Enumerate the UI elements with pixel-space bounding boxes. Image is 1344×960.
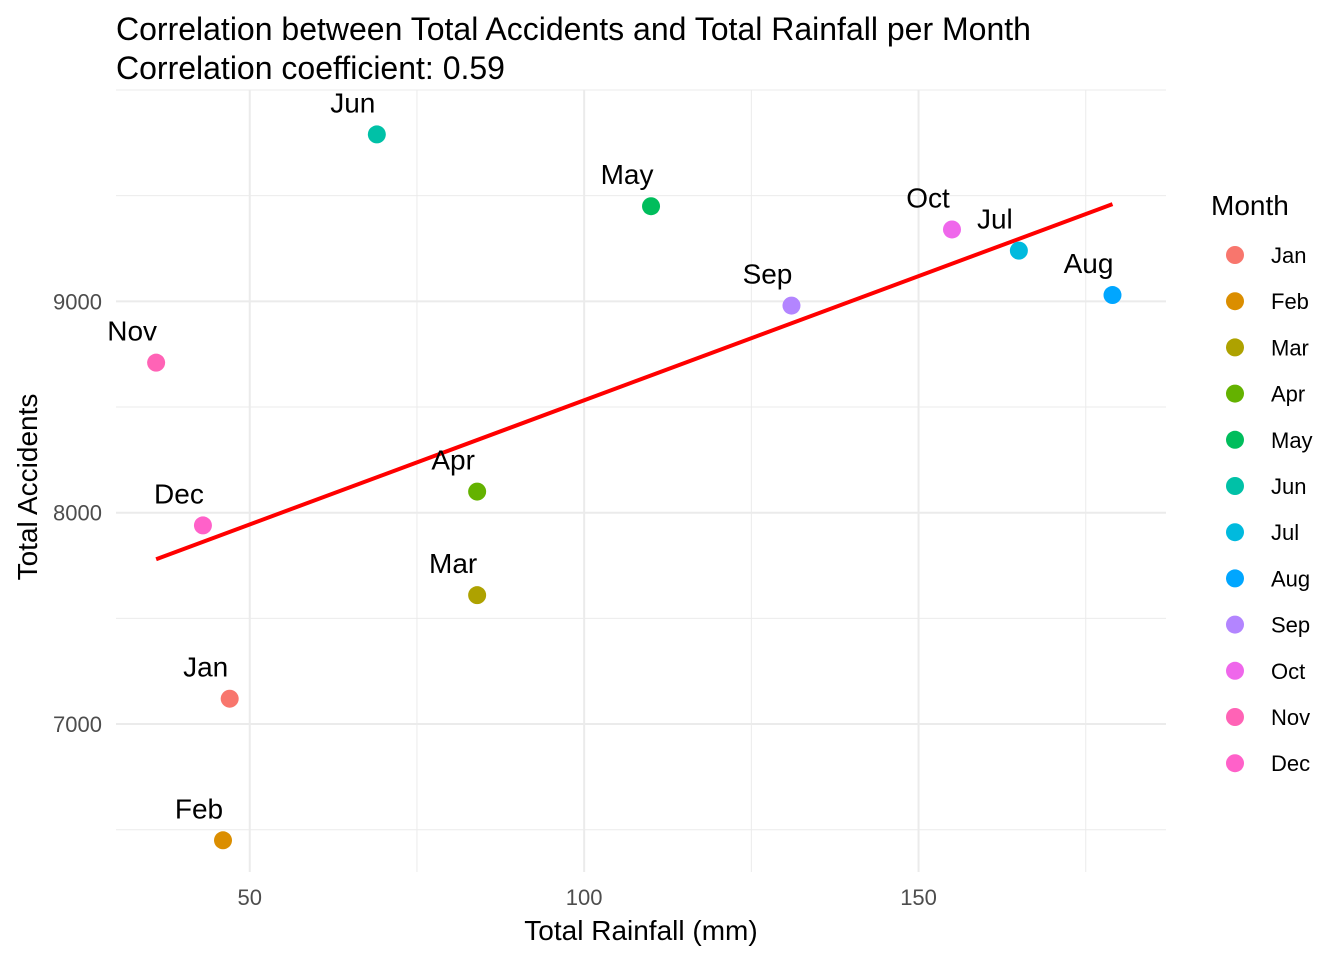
legend-label-dec: Dec — [1271, 751, 1310, 776]
y-tick-label: 7000 — [53, 712, 102, 737]
point-labels: Jan Feb Mar Apr May Jun Jul Aug Sep Oct Nov Dec — [107, 87, 1113, 824]
legend-key-aug — [1226, 569, 1244, 588]
y-tick-label: 9000 — [53, 289, 102, 314]
legend-title: Month — [1211, 190, 1289, 221]
data-point-apr — [468, 482, 487, 501]
data-point-may — [642, 197, 661, 216]
data-point-jan — [220, 689, 239, 708]
legend-label-oct: Oct — [1271, 659, 1305, 684]
legend-key-jul — [1226, 523, 1244, 542]
data-point-nov — [147, 353, 166, 372]
point-label-nov: Nov — [107, 316, 157, 347]
point-label-jul: Jul — [977, 204, 1013, 235]
legend-key-feb — [1226, 292, 1244, 311]
axis-ticks: 50 100 150 7000 8000 9000 — [53, 289, 937, 910]
data-point-aug — [1103, 286, 1122, 305]
legend-label-jul: Jul — [1271, 520, 1299, 545]
x-axis-title: Total Rainfall (mm) — [524, 915, 757, 946]
legend-key-may — [1226, 430, 1244, 449]
legend-key-sep — [1226, 615, 1244, 634]
regression-line-group — [155, 202, 1114, 562]
data-point-jul — [1009, 241, 1028, 260]
legend: Month Jan Feb Mar Apr May Jun Jul Aug Sep Oct Nov D… — [1211, 190, 1313, 776]
legend-label-sep: Sep — [1271, 613, 1310, 638]
legend-key-jan — [1226, 246, 1244, 264]
point-label-apr: Apr — [431, 445, 475, 476]
legend-label-nov: Nov — [1271, 705, 1310, 730]
legend-label-aug: Aug — [1271, 566, 1310, 591]
data-point-jun — [367, 125, 386, 144]
point-label-jan: Jan — [183, 652, 228, 683]
point-label-oct: Oct — [906, 182, 950, 213]
x-tick-label: 150 — [900, 885, 937, 910]
data-point-sep — [782, 296, 801, 315]
point-label-may: May — [601, 159, 654, 190]
legend-key-jun — [1226, 477, 1244, 495]
legend-label-jun: Jun — [1271, 474, 1306, 499]
legend-key-apr — [1226, 384, 1244, 403]
legend-label-feb: Feb — [1271, 289, 1309, 314]
y-axis-title: Total Accidents — [12, 394, 43, 581]
point-label-sep: Sep — [743, 259, 793, 290]
regression-line — [155, 202, 1114, 562]
chart-title: Correlation between Total Accidents and … — [116, 11, 1031, 47]
point-label-mar: Mar — [429, 548, 477, 579]
data-point-oct — [942, 220, 961, 239]
gridlines — [116, 89, 1166, 872]
point-label-feb: Feb — [175, 793, 223, 824]
point-label-aug: Aug — [1064, 248, 1114, 279]
legend-label-mar: Mar — [1271, 335, 1309, 360]
point-label-jun: Jun — [330, 87, 375, 118]
x-tick-label: 50 — [238, 885, 262, 910]
legend-key-dec — [1226, 754, 1244, 773]
data-point-dec — [193, 516, 212, 535]
chart-subtitle: Correlation coefficient: 0.59 — [116, 50, 505, 86]
data-point-feb — [214, 831, 233, 850]
legend-label-jan: Jan — [1271, 243, 1306, 268]
point-label-dec: Dec — [154, 478, 204, 509]
legend-key-oct — [1226, 661, 1244, 680]
x-tick-label: 100 — [566, 885, 603, 910]
legend-label-may: May — [1271, 428, 1313, 453]
legend-key-mar — [1226, 338, 1244, 357]
y-tick-label: 8000 — [53, 501, 102, 526]
legend-label-apr: Apr — [1271, 382, 1305, 407]
legend-key-nov — [1226, 708, 1244, 726]
data-point-mar — [468, 586, 487, 605]
data-points — [147, 125, 1122, 850]
